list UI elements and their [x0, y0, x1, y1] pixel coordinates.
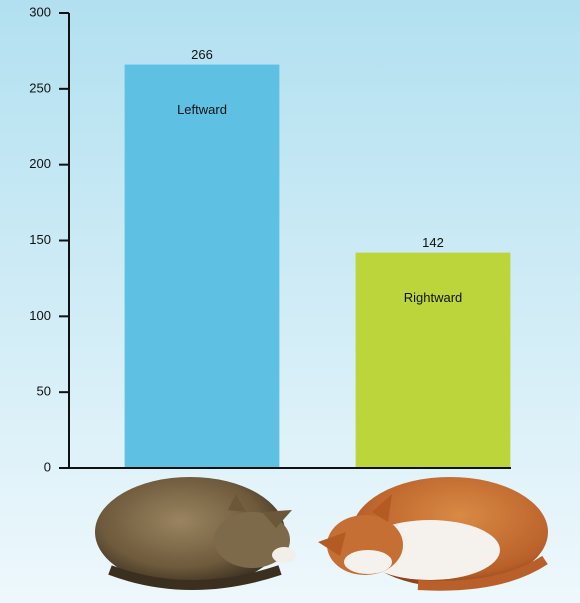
y-tick-label: 300: [29, 4, 51, 19]
category-label: Leftward: [177, 102, 227, 117]
y-tick-label: 150: [29, 232, 51, 247]
y-tick-label: 100: [29, 308, 51, 323]
bar: [355, 252, 511, 468]
y-tick-label: 250: [29, 80, 51, 95]
bar: [124, 64, 280, 469]
value-label: 266: [191, 47, 213, 62]
ginger-cat: [318, 477, 548, 591]
y-tick-label: 200: [29, 156, 51, 171]
y-tick-label: 0: [44, 459, 51, 474]
y-tick-label: 50: [37, 384, 51, 399]
category-label: Rightward: [404, 290, 463, 305]
value-label: 142: [422, 235, 444, 250]
tabby-cat: [95, 477, 296, 590]
